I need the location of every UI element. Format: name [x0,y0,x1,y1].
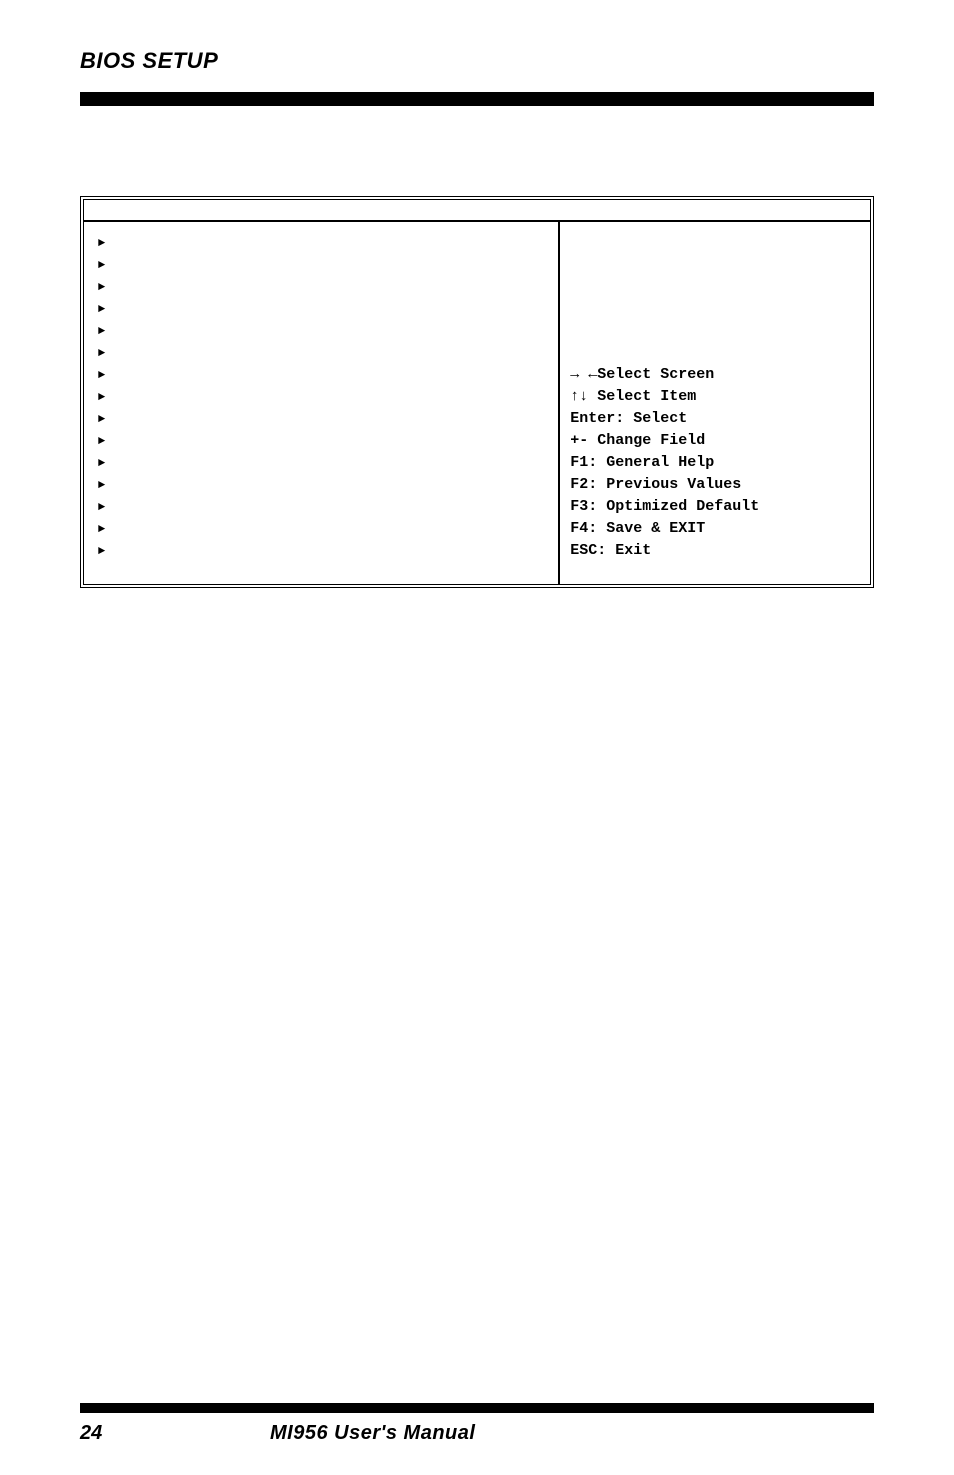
bios-header-row [84,200,870,222]
help-save-exit: F4: Save & EXIT [570,518,862,540]
chevron-right-icon: ► [98,408,105,430]
bios-menu-panel: ► ► ► ► ► ► ► ► ► ► ► ► ► ► ► [84,222,558,584]
chevron-right-icon: ► [98,254,105,276]
menu-item[interactable]: ► [98,452,550,474]
chevron-right-icon: ► [98,540,105,562]
help-change-field: +- Change Field [570,430,862,452]
help-select-screen: → ←Select Screen [570,364,862,386]
chevron-right-icon: ► [98,342,105,364]
bios-help-panel: → ←Select Screen ↑↓ Select Item Enter: S… [558,222,870,584]
menu-item[interactable]: ► [98,540,550,562]
menu-item[interactable]: ► [98,254,550,276]
menu-item[interactable]: ► [98,430,550,452]
header-section: BIOS SETUP [0,0,954,84]
help-select-item: ↑↓ Select Item [570,386,862,408]
chevron-right-icon: ► [98,386,105,408]
menu-item[interactable]: ► [98,276,550,298]
chevron-right-icon: ► [98,232,105,254]
chevron-right-icon: ► [98,298,105,320]
menu-item[interactable]: ► [98,518,550,540]
menu-item[interactable]: ► [98,364,550,386]
menu-item[interactable]: ► [98,496,550,518]
chevron-right-icon: ► [98,496,105,518]
help-general-help: F1: General Help [570,452,862,474]
help-exit: ESC: Exit [570,540,862,562]
help-enter: Enter: Select [570,408,862,430]
chevron-right-icon: ► [98,320,105,342]
menu-item[interactable]: ► [98,232,550,254]
chevron-right-icon: ► [98,364,105,386]
menu-item[interactable]: ► [98,342,550,364]
page-subtitle: BIOS SETUP [80,48,874,74]
footer-title: MI956 User's Manual [270,1422,475,1445]
menu-item[interactable]: ► [98,320,550,342]
chevron-right-icon: ► [98,474,105,496]
menu-item[interactable]: ► [98,474,550,496]
header-divider-bar [80,92,874,106]
footer-text: 24 MI956 User's Manual [80,1422,874,1445]
chevron-right-icon: ► [98,452,105,474]
chevron-right-icon: ► [98,518,105,540]
bios-body: ► ► ► ► ► ► ► ► ► ► ► ► ► ► ► → ←Select … [84,222,870,584]
help-spacer [570,232,862,364]
chevron-right-icon: ► [98,276,105,298]
menu-item[interactable]: ► [98,408,550,430]
chevron-right-icon: ► [98,430,105,452]
menu-item[interactable]: ► [98,298,550,320]
help-optimized-default: F3: Optimized Default [570,496,862,518]
menu-item[interactable]: ► [98,386,550,408]
help-previous-values: F2: Previous Values [570,474,862,496]
footer-divider-bar [80,1403,874,1413]
bios-window: ► ► ► ► ► ► ► ► ► ► ► ► ► ► ► → ←Select … [80,196,874,588]
page-number: 24 [80,1422,270,1445]
